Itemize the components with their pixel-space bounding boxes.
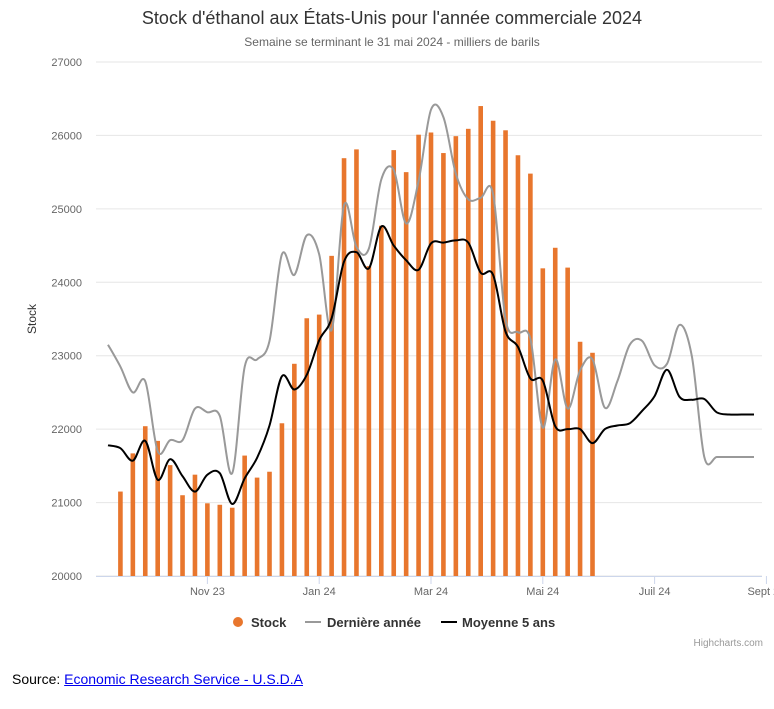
stock-bar[interactable] [279, 423, 285, 576]
legend-item-last-year[interactable]: Dernière année [305, 615, 421, 630]
legend-label: Moyenne 5 ans [462, 615, 555, 630]
stock-bar[interactable] [391, 150, 397, 576]
stock-bar[interactable] [142, 426, 148, 576]
y-tick-label: 27000 [51, 57, 82, 69]
stock-bar[interactable] [167, 465, 173, 576]
stock-bar[interactable] [229, 507, 235, 576]
axis-layer: 20000 21000 22000 23000 24000 25000 26000 27000… [51, 57, 774, 598]
stock-bar[interactable] [552, 247, 558, 576]
stock-bar[interactable] [403, 172, 409, 576]
stock-bar[interactable] [354, 149, 359, 576]
y-tick-label: 24000 [51, 277, 82, 289]
x-tick-label: Juil 24 [639, 586, 671, 598]
y-tick-label: 20000 [51, 571, 82, 583]
stock-bar[interactable] [329, 255, 334, 576]
y-tick-label: 23000 [51, 351, 82, 363]
stock-bar[interactable] [490, 120, 496, 576]
stock-bar[interactable] [565, 267, 570, 576]
y-tick-label: 22000 [51, 424, 82, 436]
source-line: Source: Economic Research Service - U.S.… [12, 671, 303, 687]
stock-bar[interactable] [316, 314, 322, 576]
y-tick-label: 21000 [51, 498, 82, 510]
stock-bar[interactable] [428, 132, 434, 576]
y-tick-label: 26000 [51, 130, 82, 142]
x-tick-label: Jan 24 [303, 586, 336, 598]
stock-bar[interactable] [192, 474, 198, 576]
stock-bar[interactable] [441, 153, 446, 576]
stock-bar[interactable] [242, 455, 247, 576]
stock-bar[interactable] [416, 134, 421, 577]
stock-bar[interactable] [155, 440, 160, 576]
stock-bar[interactable] [366, 266, 372, 576]
legend-item-stock[interactable]: Stock [233, 615, 287, 630]
x-tick-label: Mar 24 [414, 586, 448, 598]
stock-bar[interactable] [590, 352, 595, 576]
credits-link[interactable]: Highcharts.com [694, 638, 763, 649]
legend-label: Dernière année [327, 615, 421, 630]
stock-bar[interactable] [267, 471, 272, 576]
stock-bar[interactable] [540, 268, 546, 576]
stock-bar[interactable] [341, 158, 347, 577]
x-tick-label: Sept 24 [747, 586, 774, 598]
stock-bar[interactable] [453, 136, 459, 577]
bar-layer [118, 106, 595, 577]
stock-bar[interactable] [130, 453, 136, 576]
legend-symbol-circle [233, 617, 243, 627]
y-tick-label: 25000 [51, 204, 82, 216]
stock-bar[interactable] [180, 495, 185, 576]
legend: Stock Dernière année Moyenne 5 ans [233, 615, 555, 630]
stock-bar[interactable] [478, 106, 483, 577]
source-prefix: Source: [12, 671, 65, 687]
stock-bar[interactable] [515, 155, 521, 577]
stock-bar[interactable] [254, 477, 260, 576]
chart-container: Stock d'éthanol aux États-Unis pour l'an… [25, 8, 774, 649]
stock-bar[interactable] [304, 318, 310, 576]
stock-bar[interactable] [118, 491, 123, 576]
x-tick-label: Mai 24 [526, 586, 559, 598]
five-year-average-line[interactable] [107, 224, 754, 505]
y-axis-label: Stock [25, 303, 39, 334]
stock-bar[interactable] [205, 503, 210, 576]
stock-bar[interactable] [503, 130, 508, 576]
legend-item-5yr-average[interactable]: Moyenne 5 ans [441, 615, 555, 630]
line-layer [107, 103, 754, 505]
stock-bar[interactable] [465, 128, 471, 576]
stock-bar[interactable] [379, 225, 384, 576]
last-year-line[interactable] [107, 103, 754, 475]
stock-bar[interactable] [292, 363, 297, 576]
legend-label: Stock [251, 615, 287, 630]
chart-title: Stock d'éthanol aux États-Unis pour l'an… [142, 8, 642, 28]
chart-subtitle: Semaine se terminant le 31 mai 2024 - mi… [244, 35, 539, 49]
stock-bar[interactable] [528, 173, 533, 576]
chart-svg: Stock d'éthanol aux États-Unis pour l'an… [25, 8, 774, 649]
stock-bar[interactable] [217, 504, 223, 576]
stock-bar[interactable] [577, 341, 583, 576]
source-link[interactable]: Economic Research Service - U.S.D.A [64, 671, 303, 687]
x-tick-label: Nov 23 [190, 586, 225, 598]
